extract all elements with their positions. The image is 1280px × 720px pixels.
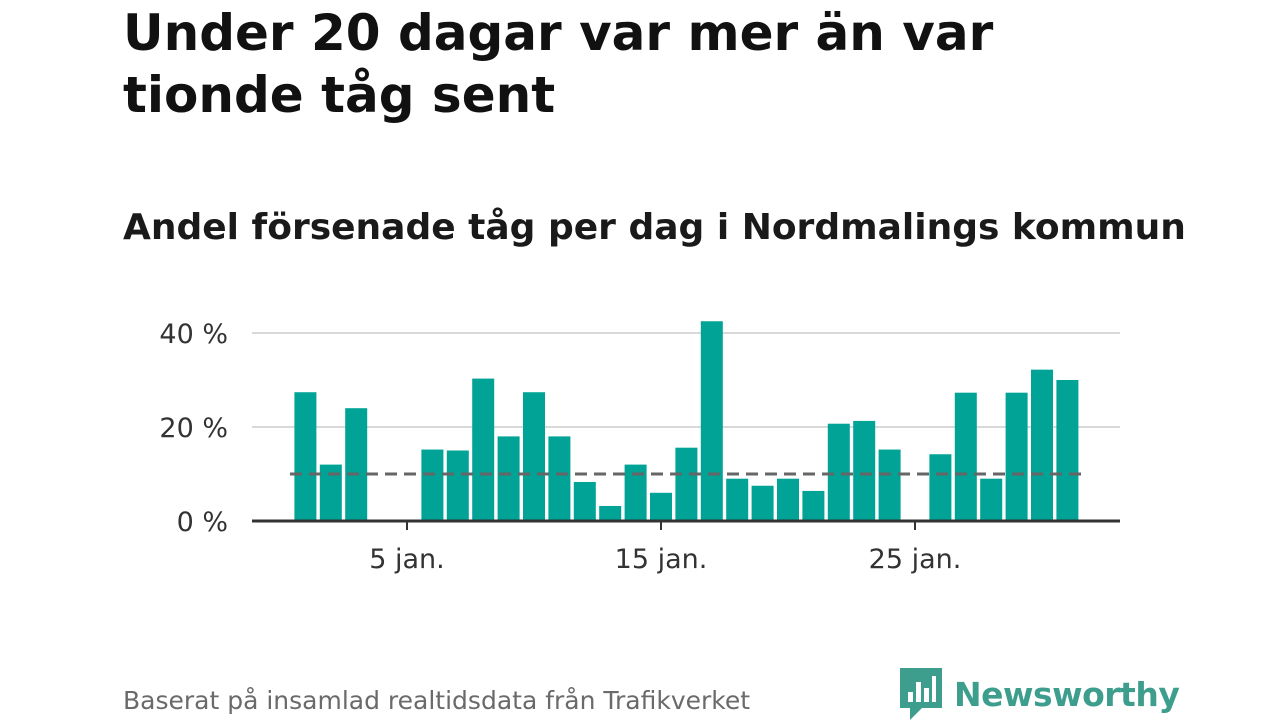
x-tick-label: 25 jan. — [869, 544, 962, 575]
brand-logo: Newsworthy — [900, 668, 1180, 720]
bar — [548, 436, 571, 521]
bar — [523, 392, 545, 521]
bar — [319, 464, 342, 521]
bar — [472, 378, 495, 521]
bar — [497, 436, 520, 521]
newsworthy-logo-icon — [900, 668, 942, 720]
bar — [980, 478, 1003, 521]
bar — [573, 481, 596, 521]
bar — [878, 449, 901, 521]
bar — [624, 464, 647, 521]
x-axis-ticks: 5 jan. 15 jan. 25 jan. — [369, 521, 961, 575]
bar — [1056, 380, 1079, 521]
bar — [726, 478, 749, 521]
bar — [802, 490, 825, 521]
grid-lines — [252, 332, 1120, 428]
chart-title: Under 20 dagar var mer än var tionde tåg… — [123, 4, 994, 124]
y-tick-label: 0 % — [177, 507, 228, 538]
bar — [777, 478, 799, 521]
y-tick-label: 40 % — [159, 319, 228, 350]
y-tick-label: 20 % — [159, 413, 228, 444]
bar — [700, 321, 723, 521]
bar — [929, 454, 952, 521]
bar — [675, 447, 698, 521]
x-tick-label: 15 jan. — [615, 544, 708, 575]
bar — [954, 392, 977, 521]
x-tick-label: 5 jan. — [369, 544, 445, 575]
y-axis-ticks: 0 % 20 % 40 % — [159, 319, 228, 538]
brand-name: Newsworthy — [954, 674, 1180, 714]
bar — [294, 392, 317, 521]
bars — [294, 321, 1079, 521]
bar — [650, 492, 672, 521]
bar — [446, 450, 469, 521]
chart-subtitle: Andel försenade tåg per dag i Nordmaling… — [123, 207, 1186, 248]
bar — [853, 420, 876, 521]
bar — [827, 423, 850, 521]
bar — [599, 505, 622, 521]
bar — [751, 485, 774, 521]
source-note: Baserat på insamlad realtidsdata från Tr… — [123, 686, 751, 715]
bar — [345, 408, 368, 521]
bar — [421, 449, 444, 521]
bar — [1005, 392, 1028, 521]
bar-chart: 0 % 20 % 40 % 5 jan. 15 jan. 25 jan. — [159, 319, 1120, 575]
bar — [1031, 369, 1053, 521]
